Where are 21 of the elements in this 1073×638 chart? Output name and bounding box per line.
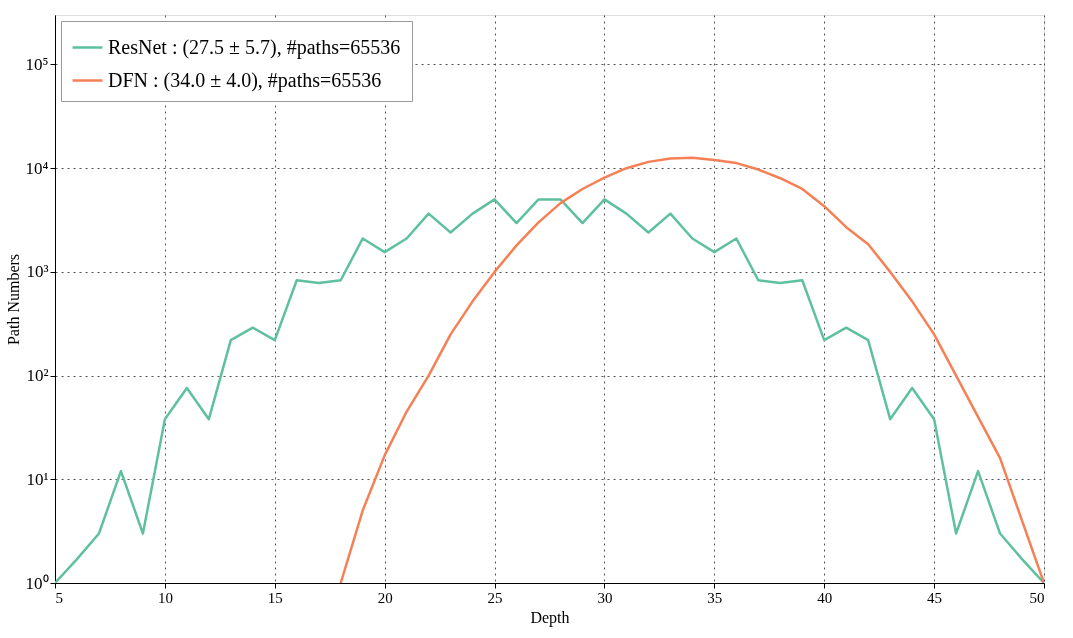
- x-tick-label: 50: [1029, 589, 1045, 606]
- x-tick-label: 45: [927, 589, 943, 606]
- legend-label: DFN : (34.0 ± 4.0), #paths=65536: [108, 68, 382, 92]
- x-tick-label: 5: [55, 589, 63, 606]
- x-axis-title: Depth: [530, 608, 570, 627]
- y-tick-label: 10⁵: [25, 54, 49, 74]
- y-axis-title: Path Numbers: [4, 253, 22, 346]
- y-tick-label: 10⁰: [25, 573, 49, 593]
- x-tick-label: 10: [157, 589, 173, 606]
- y-tick-label: 10¹: [26, 469, 49, 489]
- y-tick-label: 10²: [26, 366, 49, 386]
- x-tick-label: 35: [707, 589, 723, 606]
- x-tick-label: 30: [597, 589, 613, 606]
- x-tick-label: 20: [377, 589, 393, 606]
- x-tick-label: 25: [487, 589, 503, 606]
- legend-label: ResNet : (27.5 ± 5.7), #paths=65536: [108, 35, 401, 59]
- x-tick-label: 15: [267, 589, 283, 606]
- y-tick-label: 10³: [26, 262, 49, 282]
- line-series: [339, 156, 1044, 583]
- x-tick-label: 40: [817, 589, 833, 606]
- y-tick-label: 10⁴: [25, 158, 49, 178]
